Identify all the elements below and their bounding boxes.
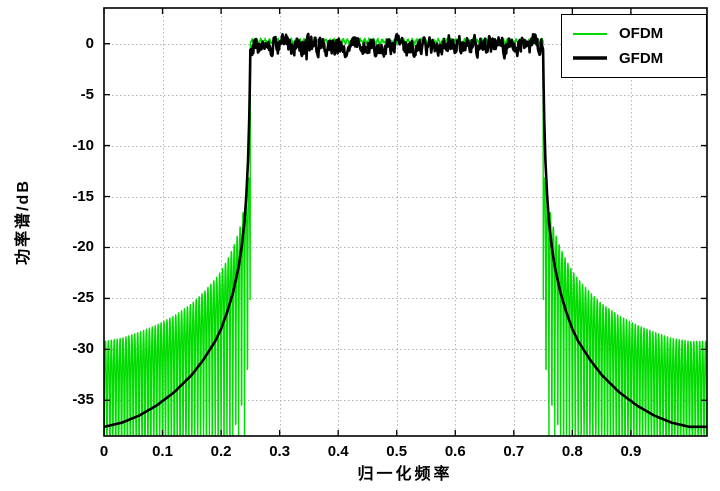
y-tick-label: -15 (72, 187, 94, 205)
legend-label-gfdm: GFDM (619, 49, 664, 67)
gfdm-line-icon (573, 56, 607, 60)
x-tick-label: 0.6 (444, 443, 466, 460)
legend: OFDM GFDM (561, 14, 707, 78)
y-tick-label: -25 (72, 289, 94, 307)
y-tick-label: -30 (72, 340, 94, 358)
x-tick-label: 0 (99, 443, 109, 460)
x-tick-label: 0.9 (620, 443, 642, 460)
y-tick-label: 0 (85, 34, 94, 52)
y-tick-label: -35 (72, 391, 94, 409)
ofdm-line-icon (573, 32, 607, 35)
x-axis-label: 归一化频率 (357, 466, 453, 483)
y-tick-label: -10 (72, 136, 94, 154)
x-tick-label: 0.4 (327, 443, 349, 460)
x-tick-label: 0.2 (210, 443, 232, 460)
x-tick-label: 0.5 (386, 443, 408, 460)
legend-label-ofdm: OFDM (619, 25, 664, 43)
x-tick-label: 0.7 (503, 443, 525, 460)
y-tick-label: -20 (72, 238, 94, 256)
x-tick-label: 0.1 (152, 443, 173, 460)
y-axis-label: 功率谱/dB (15, 179, 32, 265)
legend-item-gfdm: GFDM (570, 50, 698, 67)
legend-item-ofdm: OFDM (570, 25, 698, 42)
x-tick-label: 0.8 (561, 443, 583, 460)
x-tick-label: 0.3 (269, 443, 291, 460)
y-tick-label: -5 (80, 85, 94, 103)
